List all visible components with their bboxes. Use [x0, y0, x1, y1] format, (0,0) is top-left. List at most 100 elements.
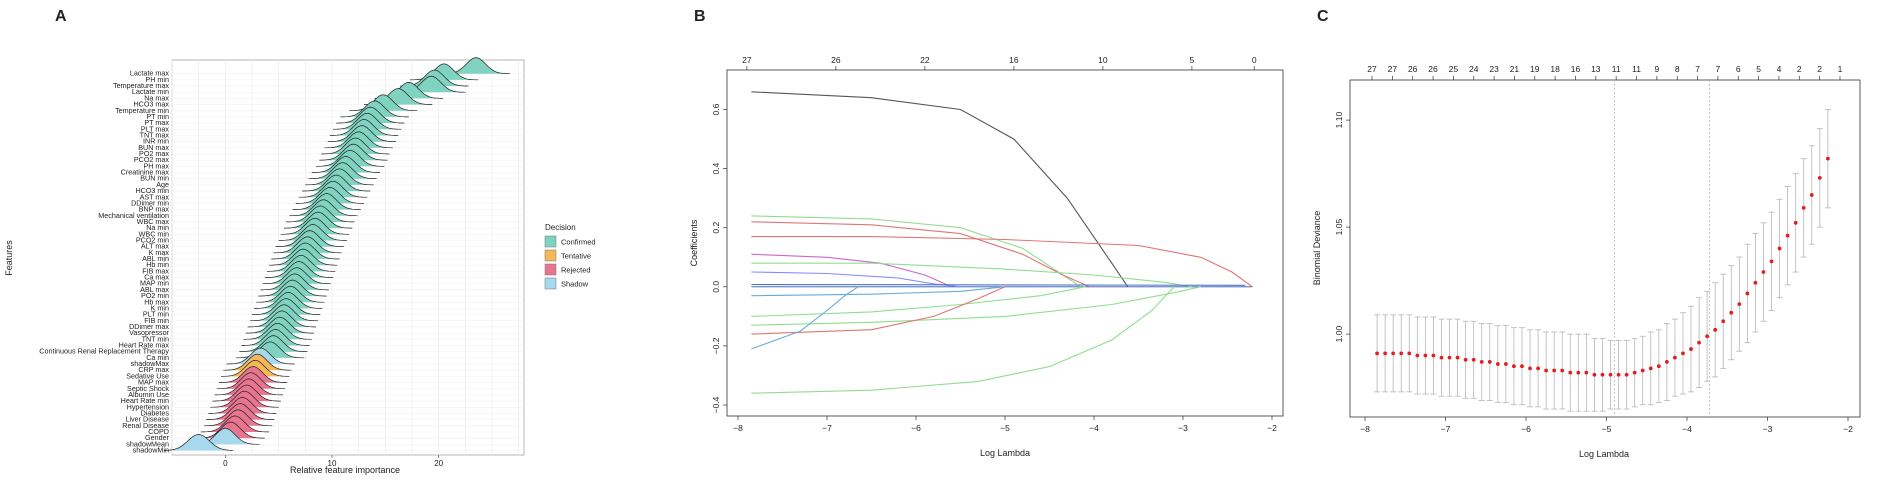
ridge-temperature-min	[349, 94, 418, 112]
feature-label: Sedative Use	[126, 371, 169, 380]
coefficient-path	[751, 286, 1175, 394]
ridge-outline	[214, 378, 283, 396]
ridge-outline	[305, 168, 374, 186]
ridge-outline	[241, 329, 310, 346]
ridge-outline	[221, 359, 290, 377]
top-tick-label: 25	[1449, 64, 1459, 74]
feature-label: Creatinine max	[121, 168, 170, 177]
top-tick-label: 5	[1190, 55, 1195, 65]
deviance-point	[1591, 337, 1598, 412]
mean-deviance-dot	[1423, 353, 1428, 358]
feature-label: MAP max	[138, 378, 169, 387]
ridge-outline	[278, 224, 347, 241]
deviance-point	[1583, 333, 1590, 412]
mean-deviance-dot	[1584, 370, 1589, 375]
ridge-outline	[266, 254, 336, 272]
coefficient-path	[751, 286, 1086, 317]
panel-c-plot-border	[1349, 79, 1861, 418]
feature-label: INR min	[143, 137, 169, 146]
mean-deviance-dot	[1479, 360, 1484, 364]
feature-label: PO2 max	[139, 149, 169, 158]
ridge-outline	[302, 174, 371, 192]
mean-deviance-dot	[1616, 372, 1621, 377]
top-tick-label: 24	[1469, 64, 1479, 74]
panel-letter-a: A	[55, 8, 67, 25]
mean-deviance-dot	[1793, 220, 1798, 225]
top-tick-label: 11	[1612, 64, 1621, 74]
deviance-point	[1712, 282, 1719, 378]
mean-deviance-dot	[1439, 355, 1444, 360]
panel-a-y-axis-title: Features	[4, 240, 14, 276]
ridge-outline	[262, 267, 331, 285]
ridge-outline	[298, 180, 368, 198]
x-tick-label: −8	[1360, 424, 1370, 434]
deviance-point	[1808, 145, 1815, 245]
ridge-outline	[340, 100, 409, 118]
deviance-point	[1720, 273, 1727, 369]
mean-deviance-dot	[1560, 368, 1565, 373]
feature-label: ABL min	[142, 254, 169, 263]
top-tick-label: 26	[1428, 64, 1438, 74]
mean-deviance-dot	[1487, 360, 1492, 364]
panel-a-ridges	[164, 57, 511, 451]
feature-label: K max	[149, 248, 170, 257]
ridge-outline	[275, 230, 344, 247]
mean-deviance-dot	[1817, 175, 1822, 180]
deviance-point	[1776, 198, 1783, 299]
feature-label: Na min	[146, 223, 169, 232]
deviance-point	[1414, 316, 1421, 395]
deviance-point	[1663, 322, 1670, 401]
deviance-point	[1688, 305, 1695, 393]
ridge-fill	[191, 428, 260, 445]
ridge-outline	[289, 199, 358, 217]
mean-deviance-dot	[1632, 370, 1637, 375]
ridge-ca-min	[236, 341, 305, 359]
ridge-outline	[252, 298, 321, 315]
x-tick-label: −2	[1267, 423, 1277, 433]
deviance-point	[1543, 331, 1550, 410]
deviance-point	[1462, 320, 1469, 399]
feature-label: PH max	[143, 161, 169, 170]
ridge-outline	[269, 248, 338, 266]
top-tick-label: 13	[1591, 64, 1601, 74]
feature-label: TNT min	[142, 334, 169, 343]
top-tick-label: 21	[1510, 64, 1520, 74]
deviance-point	[1615, 340, 1622, 410]
coefficient-path	[751, 221, 1090, 288]
y-tick-label: 1.10	[1334, 112, 1344, 129]
deviance-point	[1647, 331, 1654, 406]
ridge-outline	[329, 119, 399, 136]
deviance-point	[1655, 329, 1662, 403]
feature-label: Hb max	[144, 297, 169, 306]
deviance-point	[1470, 320, 1477, 399]
deviance-point	[1671, 318, 1678, 397]
top-tick-label: 16	[1571, 64, 1581, 74]
coefficient-path	[751, 286, 1006, 335]
legend-label: Shadow	[561, 280, 589, 289]
top-tick-label: 27	[742, 55, 752, 65]
x-tick-label: −8	[733, 423, 743, 433]
deviance-point	[1760, 222, 1767, 322]
top-tick-label: 2	[1817, 64, 1822, 74]
mean-deviance-dot	[1624, 372, 1629, 377]
deviance-point	[1679, 312, 1686, 395]
x-tick-label: 10	[328, 459, 337, 468]
mean-deviance-dot	[1689, 347, 1693, 351]
feature-label: Lactate max	[130, 69, 170, 78]
coefficient-path	[751, 262, 1192, 288]
feature-label: DDimer max	[129, 322, 169, 331]
deviance-point	[1575, 333, 1582, 412]
feature-label: Mechanical ventilation	[98, 211, 169, 220]
x-tick-label: 0	[223, 459, 228, 468]
mean-deviance-dot	[1664, 360, 1669, 364]
mean-deviance-dot	[1399, 351, 1404, 356]
mean-deviance-dot	[1769, 259, 1774, 264]
mean-deviance-dot	[1656, 364, 1661, 369]
x-tick-label: −5	[1602, 424, 1612, 434]
panel-b-coefficient-paths	[751, 91, 1253, 394]
feature-label: HCO3 max	[133, 100, 169, 109]
ridge-outline	[264, 261, 334, 278]
feature-label: BUN min	[140, 174, 169, 183]
